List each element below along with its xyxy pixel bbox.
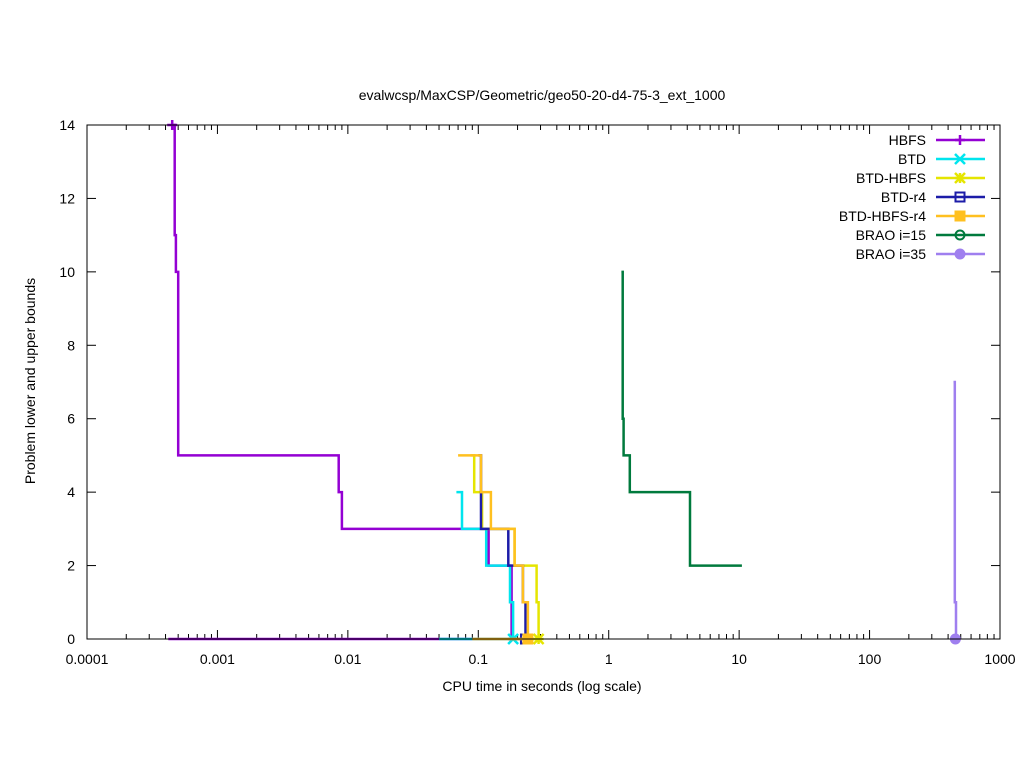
y-tick-label: 4	[67, 484, 75, 500]
x-tick-label: 0.001	[200, 651, 235, 667]
x-tick-label: 100	[858, 651, 882, 667]
y-tick-label: 2	[67, 558, 75, 574]
series-btd-hbfs-r4	[458, 454, 534, 645]
x-tick-label: 1	[605, 651, 613, 667]
marker-square	[954, 191, 966, 203]
marker-circle-filled	[954, 248, 966, 260]
legend-item: HBFS	[889, 132, 985, 148]
legend-item: BRAO i=35	[856, 246, 985, 262]
series-btd-upper-bound	[456, 490, 515, 639]
series-hbfs-upper-bound	[172, 123, 513, 639]
legend-item: BRAO i=15	[856, 227, 985, 243]
x-axis-label: CPU time in seconds (log scale)	[442, 678, 641, 694]
y-tick-label: 14	[59, 117, 75, 133]
legend-label: HBFS	[889, 132, 926, 148]
x-tick-label: 10	[731, 651, 747, 667]
y-tick-label: 8	[67, 337, 75, 353]
legend-label: BRAO i=15	[856, 227, 927, 243]
series-brao-i-35-upper-bound	[953, 380, 958, 639]
series-brao-i-35	[949, 380, 961, 645]
legend-item: BTD-HBFS	[856, 170, 985, 186]
legend-item: BTD-HBFS-r4	[839, 208, 985, 224]
legend-item: BTD	[898, 151, 985, 167]
y-tick-label: 10	[59, 264, 75, 280]
x-tick-label: 0.01	[334, 651, 361, 667]
marker-plus	[955, 135, 965, 145]
legend-label: BTD-HBFS-r4	[839, 208, 926, 224]
series-btd-hbfs-r4-upper-bound	[458, 454, 530, 639]
y-tick-label: 0	[67, 631, 75, 647]
axis-ticks: 0.0001 0.001 0.01 0.1 1 10 100 1000 0 2 4 6 8 10 12 14	[59, 117, 1015, 667]
x-tick-label: 0.1	[469, 651, 489, 667]
marker-circle	[954, 229, 966, 241]
plot-frame	[86, 124, 1001, 640]
series-layer	[167, 120, 961, 645]
y-tick-label: 6	[67, 411, 75, 427]
series-hbfs	[167, 120, 513, 641]
series-brao-i-15	[621, 270, 742, 567]
marker-square-filled	[954, 210, 966, 222]
marker-x	[954, 153, 966, 165]
series-btd	[439, 490, 520, 645]
series-brao-i-15-upper-bound	[621, 270, 742, 567]
legend-label: BRAO i=35	[856, 246, 927, 262]
marker-star	[954, 172, 966, 184]
legend: HBFS BTD BTD-HBFS BTD-r4 BTD-HBFS-r4 BRAO i=1…	[839, 132, 985, 262]
y-axis-label: Problem lower and upper bounds	[22, 278, 38, 484]
x-tick-label: 1000	[984, 651, 1015, 667]
x-tick-label: 0.0001	[66, 651, 109, 667]
legend-label: BTD	[898, 151, 926, 167]
chart-title: evalwcsp/MaxCSP/Geometric/geo50-20-d4-75…	[359, 87, 726, 103]
legend-item: BTD-r4	[881, 189, 985, 205]
legend-label: BTD-HBFS	[856, 170, 926, 186]
y-tick-label: 12	[59, 190, 75, 206]
legend-label: BTD-r4	[881, 189, 926, 205]
